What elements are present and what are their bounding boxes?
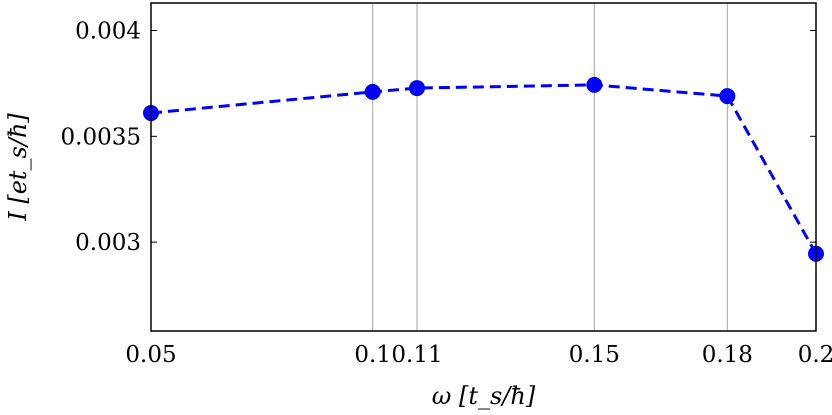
plot-frame	[150, 2, 817, 332]
y-tick-label: 0.003	[75, 230, 141, 256]
x-tick-label: 0.1	[354, 342, 391, 368]
x-tick-label: 0.05	[125, 342, 176, 368]
x-tick-label: 0.11	[391, 342, 442, 368]
data-point	[409, 80, 425, 97]
x-tick-label: 0.15	[569, 342, 620, 368]
grid	[372, 3, 728, 331]
data-point	[364, 83, 381, 100]
y-axis-label: I [et_s/ħ]	[4, 113, 32, 222]
data-series	[143, 76, 824, 262]
y-axis-ticks	[151, 30, 816, 243]
y-tick-label: 0.0035	[61, 124, 141, 150]
x-tick-label: 0.18	[702, 342, 753, 368]
x-tick-label: 0.2	[798, 342, 832, 368]
x-axis-tick-labels: 0.05 0.1 0.11 0.15 0.18 0.2	[125, 342, 832, 368]
series-line	[150, 83, 818, 255]
y-axis-tick-labels: 0.003 0.0035 0.004	[61, 19, 141, 257]
data-point	[586, 76, 603, 93]
y-tick-label: 0.004	[75, 19, 141, 45]
x-axis-label: ω [t_s/ħ]	[432, 382, 536, 410]
data-point	[719, 88, 736, 105]
